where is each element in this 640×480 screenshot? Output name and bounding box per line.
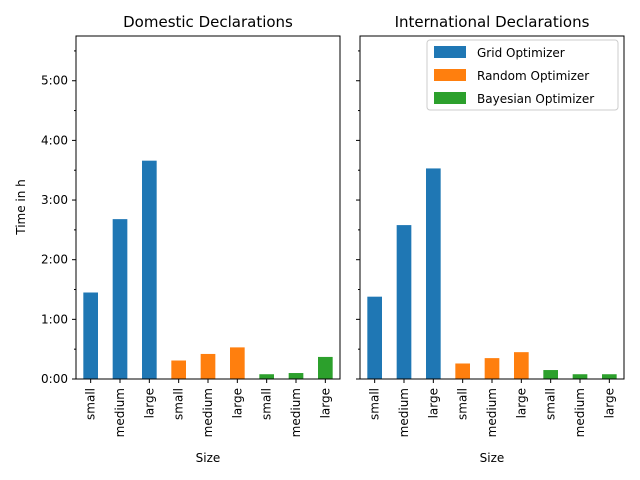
bar-international-3 — [455, 363, 470, 379]
bar-domestic-2 — [142, 160, 157, 379]
x-tick-label: small — [84, 388, 98, 420]
international-y-ticks — [356, 50, 360, 380]
x-tick-label: small — [368, 388, 382, 420]
bar-domestic-0 — [83, 292, 98, 379]
legend-swatch-grid — [434, 46, 466, 58]
x-tick-label: large — [426, 388, 440, 418]
legend-label-bayesian: Bayesian Optimizer — [477, 92, 594, 106]
domestic-bars — [83, 160, 333, 379]
y-tick-label: 1:00 — [41, 312, 68, 326]
bar-domestic-6 — [259, 374, 274, 379]
bar-international-8 — [602, 374, 617, 379]
bar-domestic-4 — [200, 353, 216, 379]
legend-swatch-random — [434, 69, 466, 81]
domestic-title: Domestic Declarations — [123, 13, 293, 31]
y-tick-label: 4:00 — [41, 133, 68, 147]
bar-domestic-7 — [288, 373, 304, 379]
bar-domestic-8 — [318, 356, 333, 379]
international-x-ticks: small medium large small medium large small med… — [368, 379, 616, 437]
domestic-panel: 0:00 1:00 2:00 3:00 4:00 5:00 small medium larg… — [14, 13, 341, 465]
x-tick-label: medium — [289, 388, 303, 437]
y-tick-label: 2:00 — [41, 253, 68, 267]
x-tick-label: small — [260, 388, 274, 420]
y-tick-label: 3:00 — [41, 193, 68, 207]
x-tick-label: large — [514, 388, 528, 418]
bar-domestic-3 — [171, 360, 186, 379]
international-x-axis-label: Size — [480, 451, 505, 465]
international-title: International Declarations — [395, 13, 590, 31]
y-tick-label: 5:00 — [41, 74, 68, 88]
bar-international-1 — [396, 225, 412, 379]
bar-domestic-1 — [112, 219, 128, 379]
x-tick-label: large — [318, 388, 332, 418]
bar-international-0 — [367, 296, 382, 379]
international-bars — [367, 168, 617, 379]
bar-domestic-5 — [230, 347, 245, 379]
x-tick-label: medium — [573, 388, 587, 437]
bar-international-5 — [514, 352, 529, 379]
x-tick-label: small — [172, 388, 186, 420]
bar-international-6 — [543, 370, 558, 379]
x-tick-label: large — [602, 388, 616, 418]
bar-international-7 — [572, 374, 588, 379]
x-tick-label: medium — [485, 388, 499, 437]
x-tick-label: medium — [397, 388, 411, 437]
domestic-x-axis-label: Size — [196, 451, 221, 465]
x-tick-label: medium — [201, 388, 215, 437]
legend-swatch-bayesian — [434, 92, 466, 104]
legend-label-random: Random Optimizer — [477, 69, 589, 83]
x-tick-label: medium — [113, 388, 127, 437]
legend-box — [426, 39, 619, 111]
legend: Grid Optimizer Random Optimizer Bayesian… — [426, 39, 619, 111]
bar-international-4 — [484, 358, 500, 379]
domestic-y-ticks: 0:00 1:00 2:00 3:00 4:00 5:00 — [41, 50, 76, 386]
y-axis-label: Time in h — [14, 179, 28, 236]
x-tick-label: small — [456, 388, 470, 420]
y-tick-label: 0:00 — [41, 372, 68, 386]
x-tick-label: large — [142, 388, 156, 418]
domestic-x-ticks: small medium large small medium large small med… — [84, 379, 332, 437]
x-tick-label: small — [544, 388, 558, 420]
legend-label-grid: Grid Optimizer — [477, 46, 565, 60]
bar-international-2 — [426, 168, 441, 379]
international-panel: small medium large small medium large small med… — [356, 13, 625, 465]
x-tick-label: large — [230, 388, 244, 418]
